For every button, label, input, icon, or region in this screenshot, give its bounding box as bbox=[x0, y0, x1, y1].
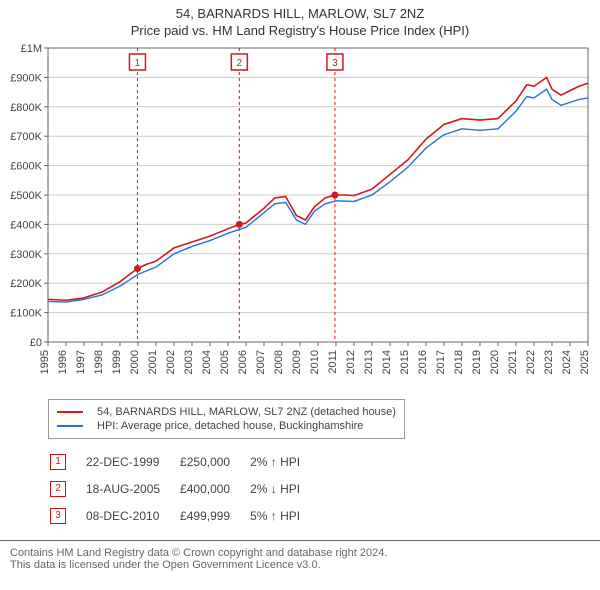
svg-text:2005: 2005 bbox=[219, 350, 231, 374]
svg-text:£300K: £300K bbox=[10, 249, 42, 261]
marker-date: 08-DEC-2010 bbox=[86, 503, 178, 528]
legend-label: 54, BARNARDS HILL, MARLOW, SL7 2NZ (deta… bbox=[97, 406, 396, 418]
svg-text:2012: 2012 bbox=[345, 350, 357, 374]
svg-text:2015: 2015 bbox=[399, 350, 411, 374]
svg-text:£100K: £100K bbox=[10, 308, 42, 320]
svg-text:£500K: £500K bbox=[10, 190, 42, 202]
marker-table: 1 22-DEC-1999£250,0002% ↑ HPI 2 18-AUG-2005… bbox=[48, 447, 320, 530]
legend: 54, BARNARDS HILL, MARLOW, SL7 2NZ (deta… bbox=[48, 399, 405, 439]
legend-label: HPI: Average price, detached house, Buck… bbox=[97, 420, 363, 432]
svg-text:1: 1 bbox=[135, 58, 141, 69]
svg-text:2024: 2024 bbox=[561, 350, 573, 374]
marker-row: 3 08-DEC-2010£499,9995% ↑ HPI bbox=[50, 503, 318, 528]
chart: £0 £100K £200K £300K £400K £500K £600K £700K £80… bbox=[0, 38, 600, 393]
svg-text:2023: 2023 bbox=[543, 350, 555, 374]
svg-text:2018: 2018 bbox=[453, 350, 465, 374]
svg-text:2022: 2022 bbox=[525, 350, 537, 374]
legend-swatch bbox=[57, 411, 83, 413]
svg-text:£900K: £900K bbox=[10, 72, 42, 84]
svg-text:1998: 1998 bbox=[93, 350, 105, 374]
svg-text:£600K: £600K bbox=[10, 161, 42, 173]
svg-text:2003: 2003 bbox=[183, 350, 195, 374]
svg-text:£0: £0 bbox=[30, 337, 42, 349]
svg-text:2021: 2021 bbox=[507, 350, 519, 374]
svg-text:2007: 2007 bbox=[255, 350, 267, 374]
svg-text:2010: 2010 bbox=[309, 350, 321, 374]
svg-text:2025: 2025 bbox=[579, 350, 591, 374]
svg-text:£700K: £700K bbox=[10, 131, 42, 143]
svg-text:2008: 2008 bbox=[273, 350, 285, 374]
svg-text:3: 3 bbox=[332, 58, 338, 69]
svg-text:2009: 2009 bbox=[291, 350, 303, 374]
svg-text:2019: 2019 bbox=[471, 350, 483, 374]
title-address: 54, BARNARDS HILL, MARLOW, SL7 2NZ bbox=[0, 6, 600, 21]
marker-price: £400,000 bbox=[180, 476, 248, 501]
marker-badge: 3 bbox=[50, 508, 66, 524]
svg-text:2004: 2004 bbox=[201, 350, 213, 374]
marker-badge: 2 bbox=[50, 481, 66, 497]
legend-item: HPI: Average price, detached house, Buck… bbox=[57, 420, 396, 432]
marker-price: £499,999 bbox=[180, 503, 248, 528]
attribution: Contains HM Land Registry data © Crown c… bbox=[0, 540, 600, 581]
svg-text:1996: 1996 bbox=[57, 350, 69, 374]
svg-text:1997: 1997 bbox=[75, 350, 87, 374]
svg-text:2014: 2014 bbox=[381, 350, 393, 374]
marker-row: 2 18-AUG-2005£400,0002% ↓ HPI bbox=[50, 476, 318, 501]
svg-text:2002: 2002 bbox=[165, 350, 177, 374]
svg-text:£1M: £1M bbox=[21, 43, 42, 55]
svg-text:2013: 2013 bbox=[363, 350, 375, 374]
svg-text:2017: 2017 bbox=[435, 350, 447, 374]
title-subtitle: Price paid vs. HM Land Registry's House … bbox=[0, 23, 600, 38]
marker-date: 22-DEC-1999 bbox=[86, 449, 178, 474]
svg-text:£400K: £400K bbox=[10, 219, 42, 231]
attribution-line: This data is licensed under the Open Gov… bbox=[10, 559, 590, 571]
svg-text:£200K: £200K bbox=[10, 278, 42, 290]
marker-delta: 5% ↑ HPI bbox=[250, 503, 318, 528]
marker-badge: 1 bbox=[50, 454, 66, 470]
svg-text:2006: 2006 bbox=[237, 350, 249, 374]
legend-swatch bbox=[57, 425, 83, 427]
svg-text:2016: 2016 bbox=[417, 350, 429, 374]
marker-row: 1 22-DEC-1999£250,0002% ↑ HPI bbox=[50, 449, 318, 474]
marker-date: 18-AUG-2005 bbox=[86, 476, 178, 501]
svg-text:2: 2 bbox=[237, 58, 243, 69]
attribution-line: Contains HM Land Registry data © Crown c… bbox=[10, 547, 590, 559]
svg-text:2001: 2001 bbox=[147, 350, 159, 374]
svg-text:2020: 2020 bbox=[489, 350, 501, 374]
legend-item: 54, BARNARDS HILL, MARLOW, SL7 2NZ (deta… bbox=[57, 406, 396, 418]
svg-text:£800K: £800K bbox=[10, 102, 42, 114]
svg-text:1999: 1999 bbox=[111, 350, 123, 374]
marker-price: £250,000 bbox=[180, 449, 248, 474]
svg-text:1995: 1995 bbox=[39, 350, 51, 374]
svg-text:2000: 2000 bbox=[129, 350, 141, 374]
svg-text:2011: 2011 bbox=[327, 350, 339, 374]
marker-delta: 2% ↑ HPI bbox=[250, 449, 318, 474]
marker-delta: 2% ↓ HPI bbox=[250, 476, 318, 501]
